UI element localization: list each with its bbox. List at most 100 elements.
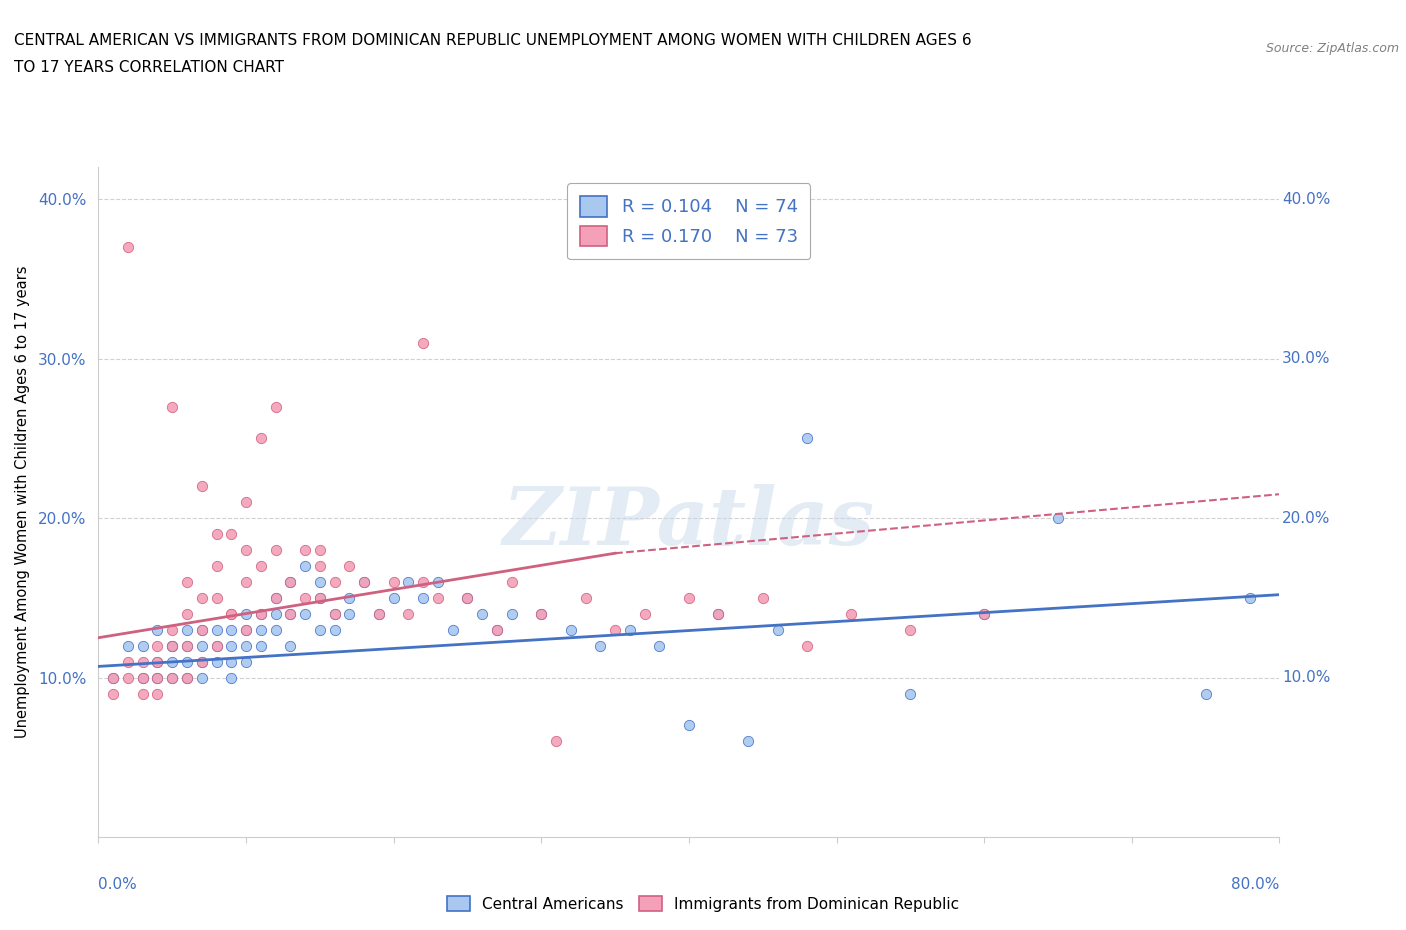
Text: ZIPatlas: ZIPatlas [503, 484, 875, 561]
Point [117, 654, 139, 669]
Point [574, 591, 596, 605]
Point [751, 591, 773, 605]
Point [219, 671, 242, 685]
Point [309, 559, 332, 574]
Point [132, 686, 155, 701]
Point [605, 622, 627, 637]
Point [737, 734, 759, 749]
Point [176, 638, 198, 653]
Point [368, 606, 391, 621]
Point [219, 654, 242, 669]
Point [278, 606, 302, 621]
Point [1239, 591, 1261, 605]
Point [678, 718, 700, 733]
Point [235, 495, 257, 510]
Point [900, 686, 922, 701]
Text: 0.0%: 0.0% [98, 877, 138, 892]
Point [219, 606, 242, 621]
Point [707, 606, 730, 621]
Point [337, 591, 360, 605]
Point [146, 671, 169, 685]
Legend: R = 0.104    N = 74, R = 0.170    N = 73: R = 0.104 N = 74, R = 0.170 N = 73 [568, 183, 810, 259]
Point [117, 638, 139, 653]
Point [191, 671, 214, 685]
Point [633, 606, 655, 621]
Point [103, 671, 125, 685]
Point [162, 671, 183, 685]
Point [412, 575, 434, 590]
Point [250, 638, 273, 653]
Point [973, 606, 995, 621]
Point [544, 734, 567, 749]
Point [278, 575, 302, 590]
Point [648, 638, 671, 653]
Text: 20.0%: 20.0% [1282, 511, 1330, 525]
Point [205, 622, 228, 637]
Point [235, 575, 257, 590]
Point [146, 671, 169, 685]
Point [162, 622, 183, 637]
Point [219, 638, 242, 653]
Point [162, 638, 183, 653]
Point [294, 559, 316, 574]
Point [264, 591, 287, 605]
Point [501, 575, 523, 590]
Point [486, 622, 509, 637]
Point [294, 606, 316, 621]
Point [264, 399, 287, 414]
Point [132, 654, 155, 669]
Point [412, 336, 434, 351]
Point [205, 638, 228, 653]
Point [368, 606, 391, 621]
Point [309, 622, 332, 637]
Point [117, 240, 139, 255]
Point [176, 654, 198, 669]
Point [103, 671, 125, 685]
Point [264, 542, 287, 557]
Text: TO 17 YEARS CORRELATION CHART: TO 17 YEARS CORRELATION CHART [14, 60, 284, 75]
Point [235, 654, 257, 669]
Text: Source: ZipAtlas.com: Source: ZipAtlas.com [1265, 42, 1399, 55]
Point [250, 606, 273, 621]
Point [278, 638, 302, 653]
Point [309, 542, 332, 557]
Point [337, 559, 360, 574]
Point [412, 591, 434, 605]
Point [589, 638, 612, 653]
Point [323, 575, 346, 590]
Point [323, 606, 346, 621]
Point [235, 606, 257, 621]
Point [162, 399, 183, 414]
Point [382, 591, 405, 605]
Point [1195, 686, 1218, 701]
Legend: Central Americans, Immigrants from Dominican Republic: Central Americans, Immigrants from Domin… [441, 889, 965, 918]
Point [250, 559, 273, 574]
Point [219, 526, 242, 541]
Point [191, 591, 214, 605]
Point [191, 622, 214, 637]
Point [191, 654, 214, 669]
Point [235, 638, 257, 653]
Point [264, 591, 287, 605]
Point [530, 606, 553, 621]
Point [176, 638, 198, 653]
Point [205, 526, 228, 541]
Point [678, 591, 700, 605]
Point [278, 606, 302, 621]
Point [441, 622, 464, 637]
Point [132, 671, 155, 685]
Point [796, 431, 818, 445]
Point [530, 606, 553, 621]
Point [501, 606, 523, 621]
Text: 10.0%: 10.0% [1282, 671, 1330, 685]
Point [456, 591, 478, 605]
Text: 30.0%: 30.0% [1282, 352, 1330, 366]
Point [146, 686, 169, 701]
Point [191, 479, 214, 494]
Point [250, 622, 273, 637]
Point [250, 606, 273, 621]
Point [766, 622, 789, 637]
Text: 40.0%: 40.0% [1282, 192, 1330, 206]
Point [205, 654, 228, 669]
Point [205, 638, 228, 653]
